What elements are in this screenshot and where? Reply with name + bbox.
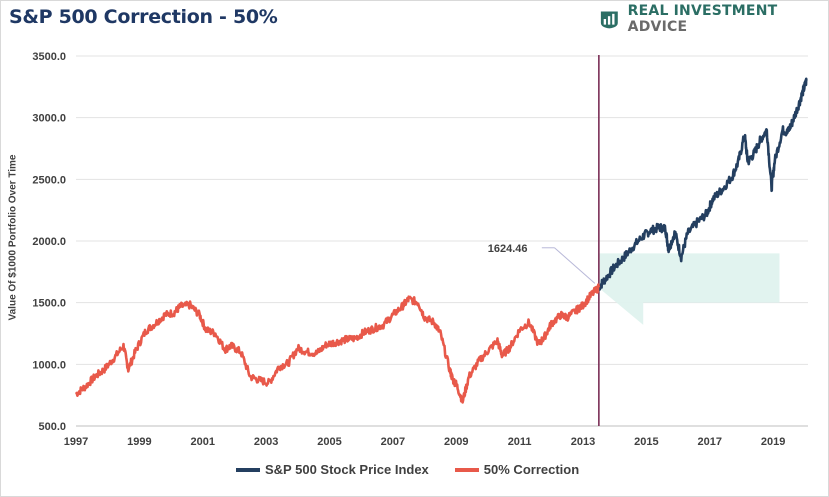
x-tick-label: 2015 bbox=[634, 436, 658, 448]
legend-swatch-sp500 bbox=[236, 467, 260, 472]
x-tick-label: 2011 bbox=[508, 436, 532, 448]
legend-label-sp500: S&P 500 Stock Price Index bbox=[265, 462, 429, 477]
x-tick-label: 2013 bbox=[571, 436, 595, 448]
series-line-sp500 bbox=[597, 77, 808, 291]
annotation-leader bbox=[554, 247, 596, 284]
legend-item-sp500: S&P 500 Stock Price Index bbox=[236, 462, 429, 477]
y-tick-label: 1500.0 bbox=[32, 298, 66, 310]
annotation-label: 1624.46 bbox=[488, 243, 528, 255]
x-tick-label: 1999 bbox=[127, 436, 151, 448]
y-tick-label: 3500.0 bbox=[32, 51, 66, 63]
legend-item-correction: 50% Correction bbox=[454, 462, 580, 477]
x-tick-label: 2009 bbox=[444, 436, 468, 448]
series-line-correction bbox=[74, 283, 601, 404]
y-tick-label: 2500.0 bbox=[32, 174, 66, 186]
brand-logo: REAL INVESTMENT ADVICE bbox=[599, 3, 829, 35]
legend-label-correction: 50% Correction bbox=[483, 462, 580, 477]
x-tick-label: 2007 bbox=[381, 436, 405, 448]
chart-logo-icon bbox=[600, 11, 618, 29]
chart-title: S&P 500 Correction - 50% bbox=[9, 6, 278, 28]
legend-swatch-correction bbox=[454, 467, 479, 472]
x-tick-label: 2005 bbox=[317, 436, 341, 448]
x-tick-label: 2017 bbox=[698, 436, 722, 448]
correction-band bbox=[598, 253, 780, 325]
x-tick-label: 2003 bbox=[254, 436, 278, 448]
y-tick-label: 1000.0 bbox=[32, 359, 66, 371]
legend: S&P 500 Stock Price Index 50% Correction bbox=[236, 462, 605, 477]
x-tick-label: 2001 bbox=[191, 436, 215, 448]
x-tick-label: 2019 bbox=[761, 436, 785, 448]
y-tick-label: 2000.0 bbox=[32, 236, 66, 248]
brand-name: REAL INVESTMENT ADVICE bbox=[627, 3, 778, 35]
y-tick-label: 3000.0 bbox=[32, 113, 66, 125]
y-tick-label: 500.0 bbox=[38, 421, 66, 433]
x-tick-label: 1997 bbox=[64, 436, 88, 448]
